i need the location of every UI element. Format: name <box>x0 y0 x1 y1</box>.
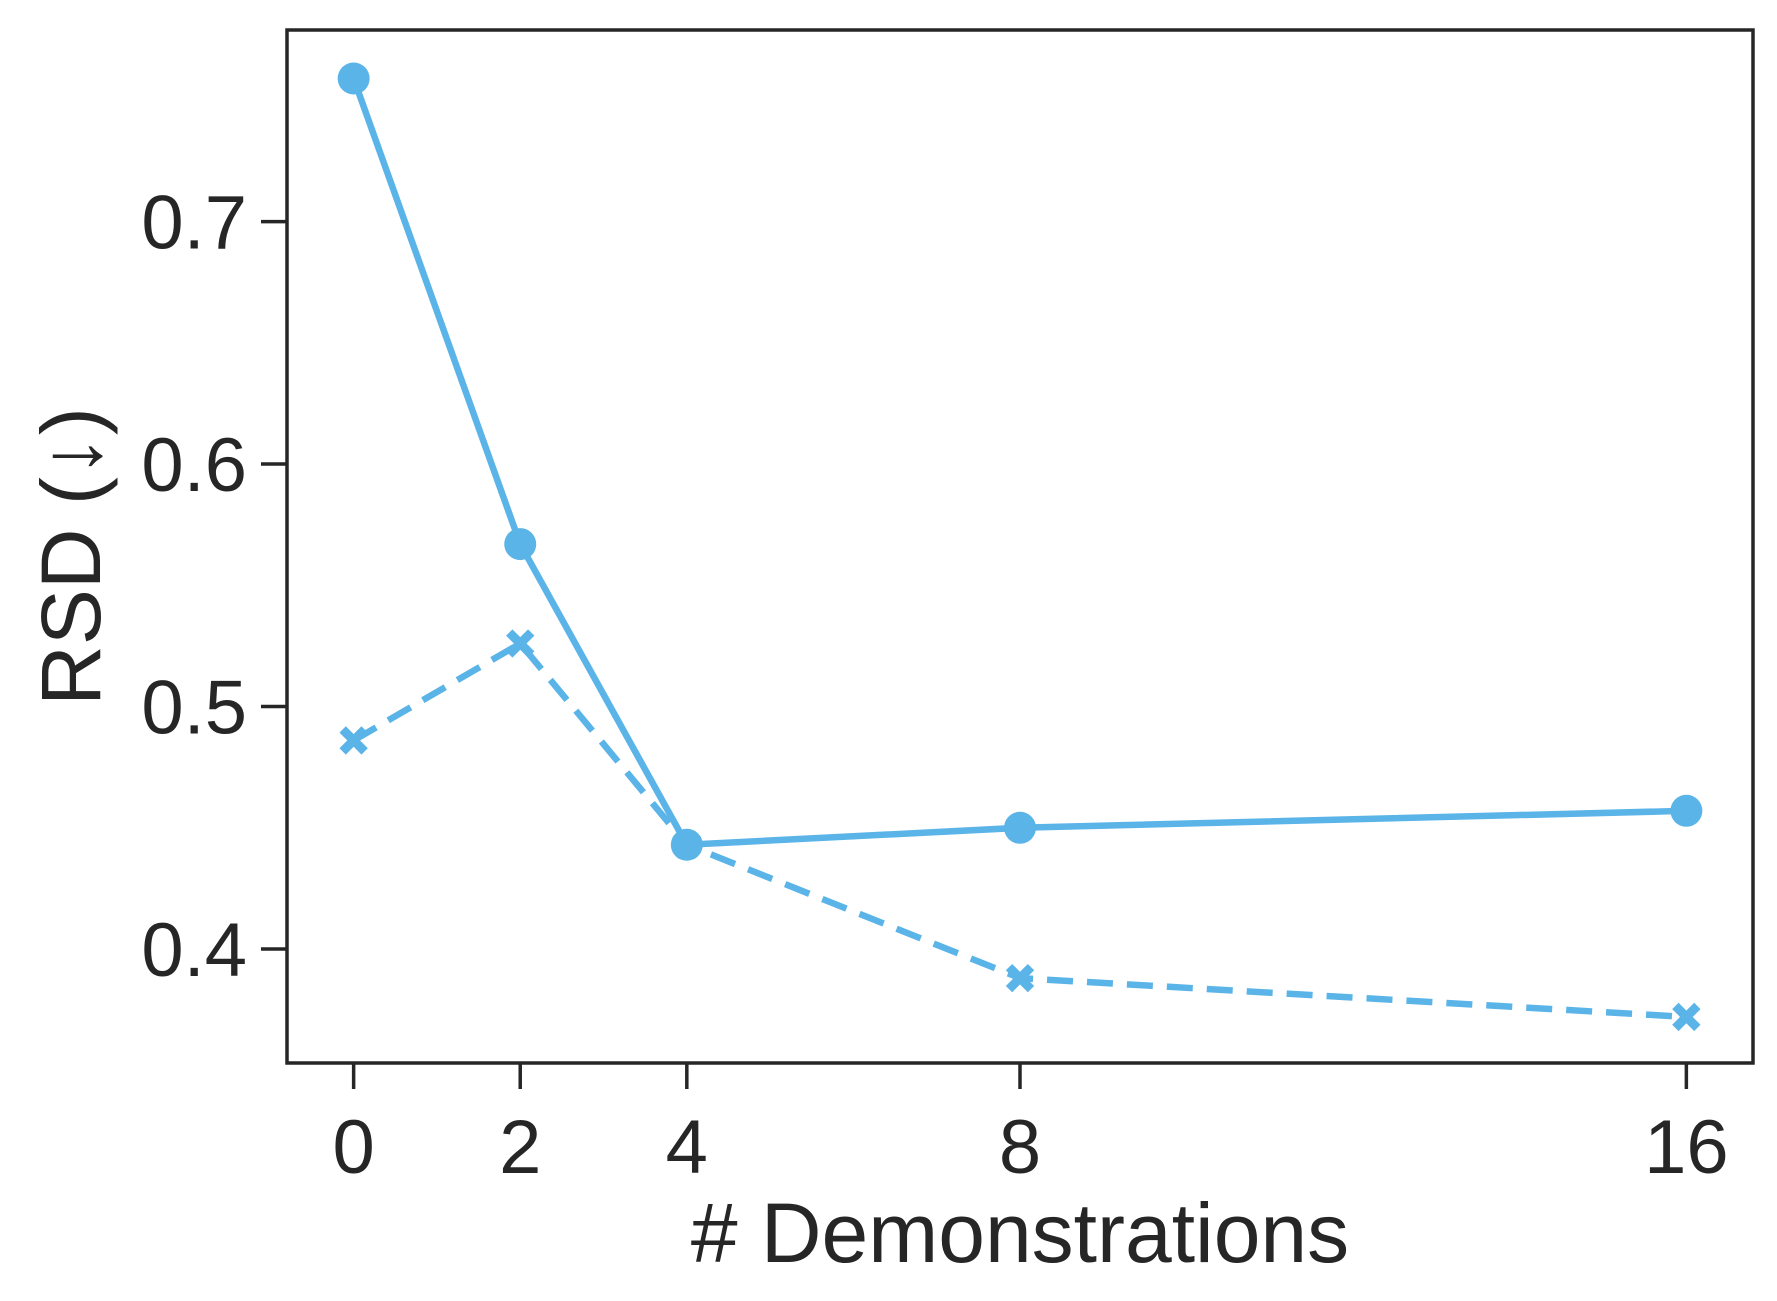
series-1-point <box>1004 811 1036 844</box>
ticks-layer: 0 2 4 8 16 0.4 0.5 0.6 0.7 <box>141 181 1728 1190</box>
series-1-point <box>337 62 370 95</box>
y-tick-label: 0.4 <box>141 908 247 993</box>
x-tick-label: 4 <box>666 1105 708 1190</box>
series-2-point <box>1005 963 1035 993</box>
series-2-point <box>672 830 702 859</box>
series-2-point <box>1672 1002 1701 1032</box>
series-2-point <box>339 726 368 755</box>
series-2-point <box>506 629 535 658</box>
x-tick-label: 2 <box>499 1105 541 1190</box>
series-1-point <box>504 528 537 561</box>
x-tick-label: 8 <box>999 1105 1041 1190</box>
y-tick-label: 0.5 <box>141 666 247 751</box>
y-axis-title: RSD (↓) <box>24 407 118 706</box>
x-axis-title: # Demonstrations <box>691 1186 1349 1280</box>
y-tick-label: 0.6 <box>141 423 247 508</box>
plot-frame <box>285 28 1755 1065</box>
series-layer <box>337 62 1703 1032</box>
y-tick-label: 0.7 <box>141 181 247 266</box>
x-tick-label: 16 <box>1644 1105 1729 1190</box>
series-1-line <box>350 77 1687 849</box>
series-1-point <box>1670 794 1703 827</box>
x-tick-label: 0 <box>332 1105 374 1190</box>
